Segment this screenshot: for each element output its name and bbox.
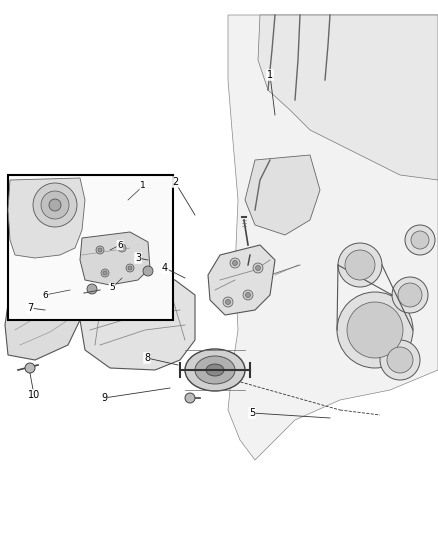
- Circle shape: [101, 269, 109, 277]
- Text: 4: 4: [162, 263, 168, 273]
- Text: 2: 2: [172, 177, 178, 187]
- Circle shape: [255, 265, 261, 271]
- Circle shape: [98, 248, 102, 252]
- Circle shape: [143, 266, 153, 276]
- Circle shape: [398, 283, 422, 307]
- Circle shape: [103, 271, 107, 275]
- Circle shape: [392, 277, 428, 313]
- Circle shape: [380, 340, 420, 380]
- Polygon shape: [208, 245, 275, 315]
- FancyBboxPatch shape: [8, 175, 173, 320]
- Circle shape: [411, 231, 429, 249]
- Circle shape: [120, 246, 124, 250]
- Circle shape: [126, 264, 134, 272]
- Polygon shape: [5, 282, 80, 360]
- Ellipse shape: [185, 349, 245, 391]
- Text: 8: 8: [144, 353, 150, 363]
- Text: 1: 1: [267, 70, 273, 80]
- Circle shape: [226, 300, 230, 304]
- Circle shape: [41, 191, 69, 219]
- Ellipse shape: [206, 364, 224, 376]
- Polygon shape: [245, 155, 320, 235]
- Circle shape: [49, 199, 61, 211]
- Circle shape: [246, 293, 251, 297]
- Circle shape: [345, 250, 375, 280]
- Circle shape: [253, 263, 263, 273]
- Polygon shape: [80, 232, 150, 285]
- Circle shape: [33, 183, 77, 227]
- Circle shape: [118, 244, 126, 252]
- Circle shape: [25, 363, 35, 373]
- Ellipse shape: [195, 356, 235, 384]
- Text: 6: 6: [42, 290, 48, 300]
- Circle shape: [338, 243, 382, 287]
- Circle shape: [96, 246, 104, 254]
- Circle shape: [243, 290, 253, 300]
- Polygon shape: [258, 15, 438, 180]
- Circle shape: [387, 347, 413, 373]
- Polygon shape: [228, 15, 438, 460]
- Text: 7: 7: [27, 303, 33, 313]
- Circle shape: [223, 297, 233, 307]
- Circle shape: [230, 258, 240, 268]
- Text: 10: 10: [28, 390, 40, 400]
- Circle shape: [233, 261, 237, 265]
- Circle shape: [185, 393, 195, 403]
- Text: 9: 9: [101, 393, 107, 403]
- Circle shape: [128, 266, 132, 270]
- Circle shape: [337, 292, 413, 368]
- Text: 5: 5: [249, 408, 255, 418]
- Polygon shape: [80, 280, 195, 370]
- Circle shape: [87, 284, 97, 294]
- Text: 5: 5: [109, 284, 115, 293]
- Circle shape: [347, 302, 403, 358]
- Text: 3: 3: [135, 253, 141, 263]
- Text: 6: 6: [117, 240, 123, 249]
- Circle shape: [405, 225, 435, 255]
- Polygon shape: [8, 178, 85, 258]
- Text: 1: 1: [140, 182, 146, 190]
